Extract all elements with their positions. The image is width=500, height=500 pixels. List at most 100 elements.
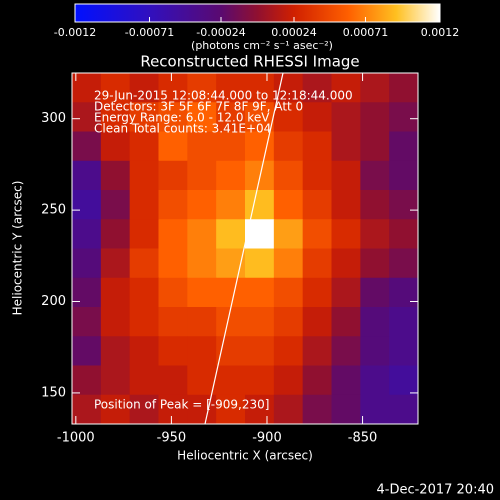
heatmap-cell <box>245 73 275 103</box>
annotation: 29-Jun-2015 12:08:44.000 to 12:18:44.000 <box>94 89 353 103</box>
heatmap-cell <box>245 365 275 396</box>
heatmap-cell <box>187 336 217 366</box>
heatmap-cell <box>389 219 418 249</box>
heatmap-cell <box>302 131 332 162</box>
y-axis-label: Heliocentric Y (arcsec) <box>11 181 25 316</box>
heatmap-cell <box>158 131 188 162</box>
heatmap-cell <box>389 73 418 103</box>
heatmap-cell <box>389 131 418 162</box>
y-tick-label: 200 <box>41 294 66 309</box>
heatmap-cell <box>302 307 332 337</box>
x-axis-label: Heliocentric X (arcsec) <box>177 449 313 463</box>
heatmap-cell <box>273 131 304 162</box>
heatmap-cell <box>129 160 159 191</box>
heatmap-cell <box>273 394 304 424</box>
colorbar-tick-label: -0.0012 <box>54 26 96 39</box>
heatmap-cell <box>360 307 390 337</box>
heatmap-cell <box>302 248 332 279</box>
heatmap-cell <box>273 336 304 366</box>
heatmap-cell <box>331 219 361 249</box>
heatmap-cell <box>302 277 332 308</box>
heatmap-cell <box>100 190 131 220</box>
heatmap-cell <box>273 102 304 132</box>
heatmap-cell <box>360 190 390 220</box>
heatmap-cell <box>129 277 159 308</box>
heatmap-cell <box>216 336 246 366</box>
heatmap-cell <box>245 131 275 162</box>
heatmap-cell <box>187 394 217 424</box>
heatmap-cell <box>245 248 275 279</box>
colorbar-tick-label: 0.00071 <box>343 26 389 39</box>
heatmap-cell <box>187 365 217 396</box>
heatmap-cell <box>273 277 304 308</box>
heatmap-cell <box>331 248 361 279</box>
heatmap-cell <box>216 219 246 249</box>
heatmap-cell <box>187 131 217 162</box>
colorbar-label: (photons cm⁻² s⁻¹ asec⁻²) <box>191 39 333 52</box>
heatmap-cell <box>360 365 390 396</box>
colorbar-tick-label: -0.00024 <box>196 26 245 39</box>
heatmap-cell <box>302 160 332 191</box>
heatmap-cell <box>100 219 131 249</box>
heatmap-cell <box>331 73 361 103</box>
heatmap-cell <box>331 190 361 220</box>
heatmap-cell <box>72 248 102 279</box>
image <box>72 73 418 424</box>
heatmap-cell <box>389 160 418 191</box>
heatmap-cell <box>72 190 102 220</box>
heatmap-cell <box>360 102 390 132</box>
heatmap-cell <box>72 336 102 366</box>
heatmap-cell <box>129 131 159 162</box>
heatmap-cell <box>331 277 361 308</box>
heatmap-cell <box>187 248 217 279</box>
heatmap-cell <box>245 307 275 337</box>
heatmap-cell <box>389 190 418 220</box>
heatmap-cell <box>158 336 188 366</box>
heatmap-cell <box>389 277 418 308</box>
heatmap-cell <box>100 160 131 191</box>
heatmap-cell <box>72 73 102 103</box>
heatmap-cell <box>331 365 361 396</box>
heatmap-cell <box>129 307 159 337</box>
heatmap-cell <box>360 73 390 103</box>
heatmap-cell <box>245 336 275 366</box>
heatmap-cell <box>72 307 102 337</box>
heatmap-cell <box>302 219 332 249</box>
x-tick-label: -950 <box>157 431 187 446</box>
heatmap-cell <box>187 190 217 220</box>
heatmap-cell <box>187 160 217 191</box>
chart-title: Reconstructed RHESSI Image <box>140 53 359 71</box>
heatmap-cell <box>129 102 159 132</box>
heatmap-cell <box>331 160 361 191</box>
heatmap-cell <box>72 160 102 191</box>
x-tick-label: -1000 <box>57 431 95 446</box>
annotation: Detectors: 3F 5F 6F 7F 8F 9F, Att 0 <box>94 100 303 114</box>
heatmap-cell <box>129 248 159 279</box>
heatmap-cell <box>100 365 131 396</box>
x-tick-label: -900 <box>252 431 282 446</box>
heatmap-cell <box>273 190 304 220</box>
heatmap-cell <box>129 394 159 424</box>
heatmap-cell <box>360 248 390 279</box>
heatmap-cell <box>158 277 188 308</box>
heatmap-cell <box>245 190 275 220</box>
heatmap-cell <box>273 365 304 396</box>
heatmap-cell <box>273 160 304 191</box>
heatmap-cell <box>331 307 361 337</box>
heatmap-cell <box>72 219 102 249</box>
heatmap-cell <box>216 190 246 220</box>
heatmap-cell <box>100 394 131 424</box>
heatmap-cell <box>216 73 246 103</box>
heatmap-cell <box>273 307 304 337</box>
heatmap-cell <box>100 307 131 337</box>
heatmap-cell <box>158 160 188 191</box>
heatmap-cell <box>100 277 131 308</box>
heatmap-cell <box>302 394 332 424</box>
heatmap-cell <box>273 73 304 103</box>
heatmap-cell <box>360 336 390 366</box>
heatmap-cell <box>389 248 418 279</box>
heatmap-cell <box>302 365 332 396</box>
annotation: Energy Range: 6.0 - 12.0 keV <box>94 111 270 125</box>
heatmap-cell <box>72 131 102 162</box>
heatmap-cell <box>187 277 217 308</box>
